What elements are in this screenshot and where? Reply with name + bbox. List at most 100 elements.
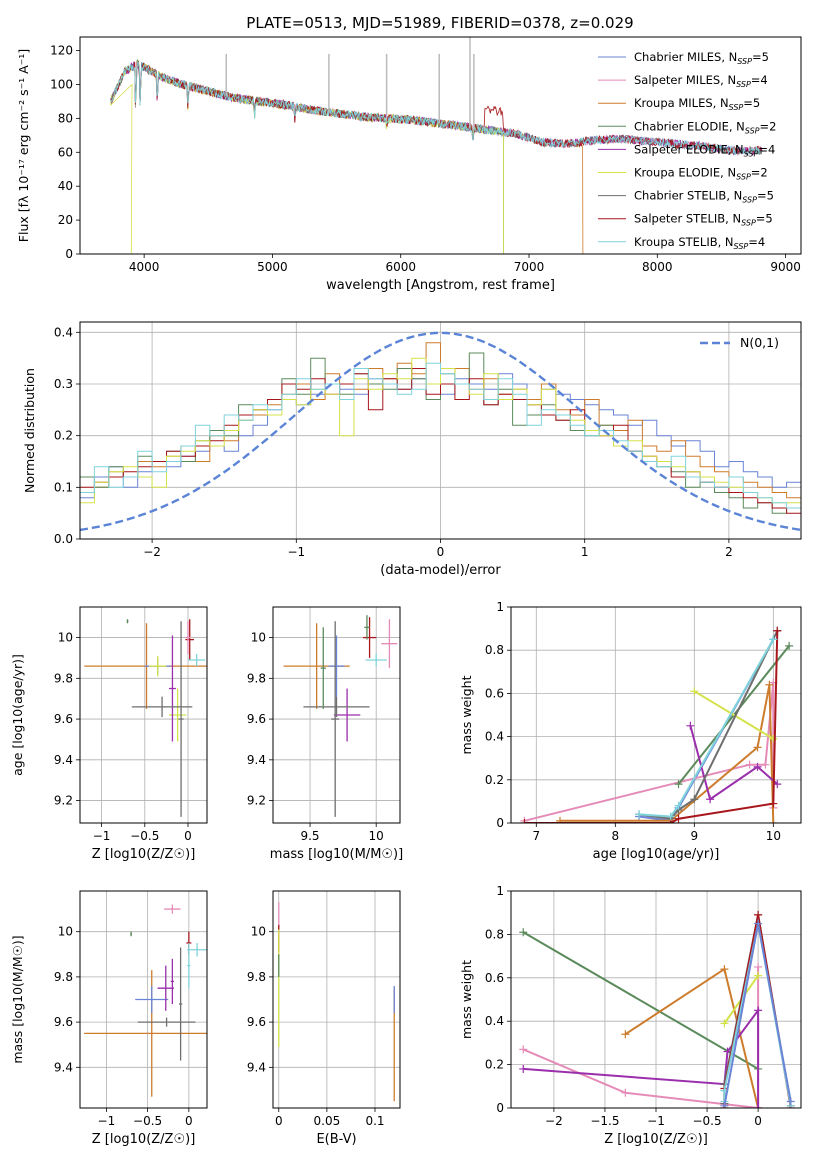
- x-tick-label: 0.1: [365, 1114, 384, 1128]
- x-tick-label: 10: [766, 829, 781, 843]
- y-tick-label: 0.2: [485, 1058, 504, 1072]
- y-tick-label: 0.8: [485, 643, 504, 657]
- legend-label: N(0,1): [740, 335, 779, 350]
- legend-label: Kroupa STELIB, NSSP=4: [634, 235, 765, 251]
- x-tick-label: 0: [754, 1114, 762, 1128]
- weight-marker: [621, 1088, 630, 1097]
- x-axis-label: mass [log10(M/M☉)]: [270, 847, 403, 862]
- x-axis-label: E(B-V): [316, 1132, 356, 1147]
- errorbar-point: [168, 688, 187, 742]
- legend-label: Salpeter STELIB, NSSP=5: [634, 212, 773, 228]
- errorbar-point: [170, 958, 175, 1005]
- x-axis-label: (data-model)/error: [380, 563, 501, 578]
- residuals-legend: N(0,1): [700, 335, 779, 350]
- weight-marker: [720, 1101, 729, 1108]
- x-tick-label: 0: [275, 1114, 283, 1128]
- weight-series-line: [638, 638, 775, 822]
- age_vs_mass-axes: 9.5 10 9.2 9.4 9.6 9.8 10 mass [log10(M/M☉)]: [247, 606, 403, 862]
- y-tick-label: 9.8: [247, 671, 266, 685]
- spectrum-axes: 4000 5000 6000 7000 8000 9000 0 20 40 60 80 100 120 w…: [16, 36, 802, 293]
- x-tick-label: 7: [532, 829, 540, 843]
- x-tick-label: 0: [185, 1114, 193, 1128]
- errorbar-point: [168, 635, 176, 742]
- y-tick-label: 40: [58, 179, 73, 193]
- weight-marker: [761, 760, 770, 769]
- weight-marker: [686, 721, 695, 730]
- weight-marker: [769, 635, 778, 644]
- y-tick-label: 100: [50, 77, 73, 91]
- y-tick-label: 9.8: [54, 970, 73, 984]
- weight-marker: [690, 795, 699, 804]
- axes-frame: [510, 606, 802, 824]
- figure-title: PLATE=0513, MJD=51989, FIBERID=0378, z=0…: [246, 14, 633, 32]
- weight-marker: [765, 680, 774, 689]
- x-tick-label: 0: [437, 545, 445, 559]
- x-tick-label: 0: [184, 829, 192, 843]
- x-tick-label: −1: [98, 1114, 116, 1128]
- weight-series-line: [638, 638, 775, 818]
- errorbar-point: [185, 621, 191, 654]
- y-tick-label: 120: [50, 44, 73, 58]
- x-tick-label: −1.5: [590, 1114, 619, 1128]
- x-tick-label: 9000: [770, 260, 801, 274]
- y-tick-label: 0: [496, 1101, 504, 1115]
- weight-marker: [754, 919, 763, 928]
- y-tick-label: 9.2: [54, 794, 73, 808]
- errorbar-point: [320, 627, 326, 709]
- weight-marker: [754, 910, 763, 919]
- mass_vs_Z-plot-area: [84, 904, 207, 1097]
- weight-marker: [769, 734, 778, 743]
- x-tick-label: −1: [287, 545, 305, 559]
- weight-marker: [754, 962, 763, 971]
- weight-marker: [785, 641, 794, 650]
- age_vs_Z-plot-area: [84, 619, 207, 817]
- weight_vs_Z-axes: −2 −1.5 −1 −0.5 0 0 0.2 0.4 0.6 0.8 1 Z [log10(Z/Z☉…: [459, 884, 802, 1147]
- x-tick-label: 1: [581, 545, 589, 559]
- weight-series-line: [524, 630, 779, 823]
- errorbar-point: [364, 615, 370, 640]
- weight-marker: [720, 965, 729, 974]
- weight-marker: [754, 1104, 763, 1108]
- y-tick-label: 9.4: [247, 1060, 266, 1074]
- errorbar-point: [328, 635, 345, 697]
- weight-marker: [666, 812, 675, 821]
- spectrum-series-line: [110, 60, 504, 254]
- residuals-axes: −2 −1 0 1 2 0.0 0.1 0.2 0.3 0.4 (data-model)/error…: [22, 321, 802, 578]
- weight-marker: [754, 971, 763, 980]
- weight-marker: [773, 626, 782, 635]
- weight-marker: [674, 780, 683, 789]
- mass_vs_Z-axes: −1 −0.5 0 9.4 9.6 9.8 10 Z [log10(Z/Z☉)] mass [l…: [10, 890, 208, 1147]
- weight-marker: [754, 1006, 763, 1015]
- weight-marker: [769, 819, 778, 823]
- weight-marker: [674, 814, 683, 823]
- x-tick-label: −0.5: [692, 1114, 721, 1128]
- errorbar-point: [303, 696, 370, 718]
- x-tick-label: 4000: [129, 260, 160, 274]
- legend-label: Kroupa MILES, NSSP=5: [634, 96, 760, 112]
- y-tick-label: 0.1: [54, 480, 73, 494]
- x-axis-label: wavelength [Angstrom, rest frame]: [326, 278, 555, 293]
- y-tick-label: 80: [58, 111, 73, 125]
- x-tick-label: 0.05: [314, 1114, 341, 1128]
- y-tick-label: 0.6: [485, 686, 504, 700]
- x-tick-label: −2: [143, 545, 161, 559]
- normal-curve: [80, 331, 801, 532]
- y-tick-label: 10: [58, 925, 73, 939]
- x-tick-label: 5000: [257, 260, 288, 274]
- weight-series-line: [522, 967, 760, 1108]
- x-tick-label: 8000: [642, 260, 673, 274]
- y-tick-label: 0.0: [54, 532, 73, 546]
- y-tick-label: 1: [496, 884, 504, 898]
- y-axis-label: Flux [fλ 10⁻¹⁷ erg cm⁻² s⁻¹ A⁻¹]: [16, 49, 31, 242]
- y-axis-label: mass weight: [459, 960, 474, 1039]
- y-tick-label: 9.4: [54, 753, 73, 767]
- x-tick-label: 8: [611, 829, 619, 843]
- errorbar-point: [126, 619, 129, 624]
- axes-frame: [79, 36, 802, 255]
- spectrum-series-line: [110, 60, 763, 156]
- legend-label: Chabrier STELIB, NSSP=5: [634, 189, 774, 205]
- errorbar-point: [135, 985, 169, 1014]
- errorbar-point: [187, 942, 191, 989]
- x-tick-label: −1: [93, 829, 111, 843]
